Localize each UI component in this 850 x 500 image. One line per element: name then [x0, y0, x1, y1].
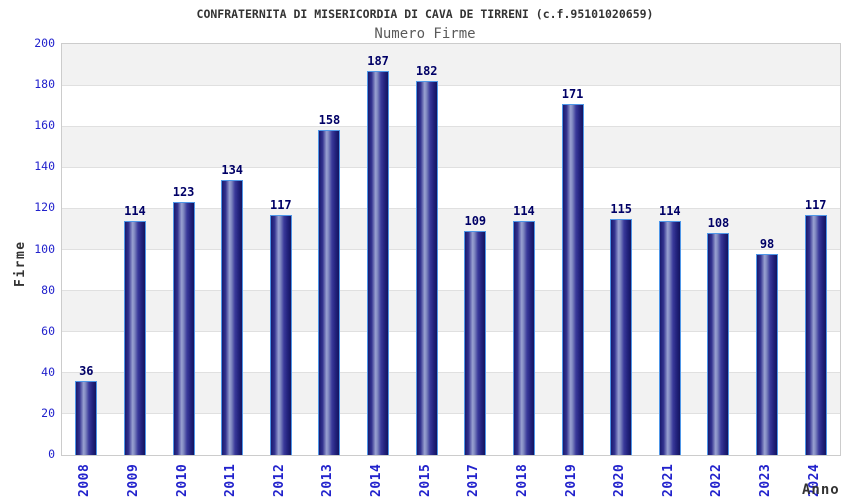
y-tick-label: 40	[41, 364, 55, 379]
gridline	[62, 84, 840, 86]
bar-value-label: 36	[79, 364, 94, 378]
bar	[172, 202, 195, 455]
gridline	[62, 413, 840, 415]
bar-value-label: 117	[269, 198, 292, 212]
bar	[75, 381, 98, 455]
bar-value-label: 98	[759, 237, 775, 251]
y-tick-label: 200	[34, 36, 55, 50]
bar	[512, 221, 535, 455]
x-tick-label: 2023	[758, 463, 774, 497]
bar	[707, 233, 730, 455]
bar	[658, 221, 681, 455]
x-tick-label: 2022	[709, 463, 725, 497]
y-tick-label: 140	[34, 159, 55, 174]
bar-value-label: 115	[610, 202, 633, 216]
gridline	[62, 166, 840, 168]
y-tick-label: 100	[34, 241, 55, 256]
y-tick-label: 80	[41, 282, 55, 297]
x-tick-label: 2020	[612, 463, 628, 497]
bar-value-label: 123	[172, 185, 195, 199]
x-tick-label: 2018	[514, 463, 530, 497]
x-tick-label: 2019	[563, 463, 579, 497]
gridline	[62, 249, 840, 250]
bar-value-label: 182	[415, 64, 438, 78]
x-tick-label: 2017	[466, 463, 482, 497]
bar-value-label: 109	[464, 214, 487, 228]
gridline	[62, 125, 840, 127]
y-tick-label: 180	[34, 77, 55, 92]
x-tick-label: 2014	[369, 463, 385, 497]
chart-subtitle: Numero Firme	[374, 26, 476, 42]
bar-value-label: 114	[513, 204, 535, 218]
bar	[756, 254, 779, 455]
bar	[464, 231, 487, 455]
bar	[221, 180, 244, 455]
bar	[269, 215, 292, 455]
y-tick-label: 0	[48, 447, 55, 461]
x-tick-label: 2010	[174, 463, 190, 497]
x-tick-label: 2008	[77, 463, 93, 497]
bar-value-label: 114	[658, 204, 681, 218]
x-axis-title: Anno	[802, 482, 840, 498]
bar	[610, 219, 633, 455]
gridline	[62, 290, 840, 292]
y-tick-label: 120	[34, 200, 55, 215]
chart-title: CONFRATERNITA DI MISERICORDIA DI CAVA DE…	[196, 7, 654, 21]
bar-value-label: 108	[707, 216, 730, 230]
bar	[318, 130, 341, 455]
plot-area: 36 114 123 134 117 158 187 182 109 114 171 115 114 10…	[61, 43, 841, 456]
x-tick-label: 2009	[125, 463, 141, 497]
bar-value-label: 187	[367, 54, 389, 68]
x-tick-label: 2021	[660, 463, 676, 497]
gridline	[62, 372, 840, 374]
gridline	[62, 331, 840, 333]
x-tick-label: 2012	[271, 463, 287, 497]
y-tick-label: 160	[34, 118, 55, 133]
bar	[367, 71, 390, 455]
bar-value-label: 158	[318, 113, 341, 127]
x-tick-label: 2013	[320, 463, 336, 497]
bar-value-label: 171	[561, 87, 584, 101]
bar	[804, 215, 827, 455]
x-tick-label: 2011	[223, 463, 239, 497]
bar-value-label: 134	[221, 163, 244, 177]
gridline	[62, 207, 840, 209]
y-axis-title: Firme	[13, 240, 28, 287]
x-tick-label: 2015	[417, 463, 433, 497]
y-tick-label: 60	[41, 323, 55, 338]
bar	[415, 81, 438, 455]
y-tick-label: 20	[41, 405, 55, 420]
bar-value-label: 114	[124, 204, 146, 218]
bar	[123, 221, 146, 455]
bar	[561, 104, 584, 455]
bar-value-label: 117	[804, 198, 827, 212]
